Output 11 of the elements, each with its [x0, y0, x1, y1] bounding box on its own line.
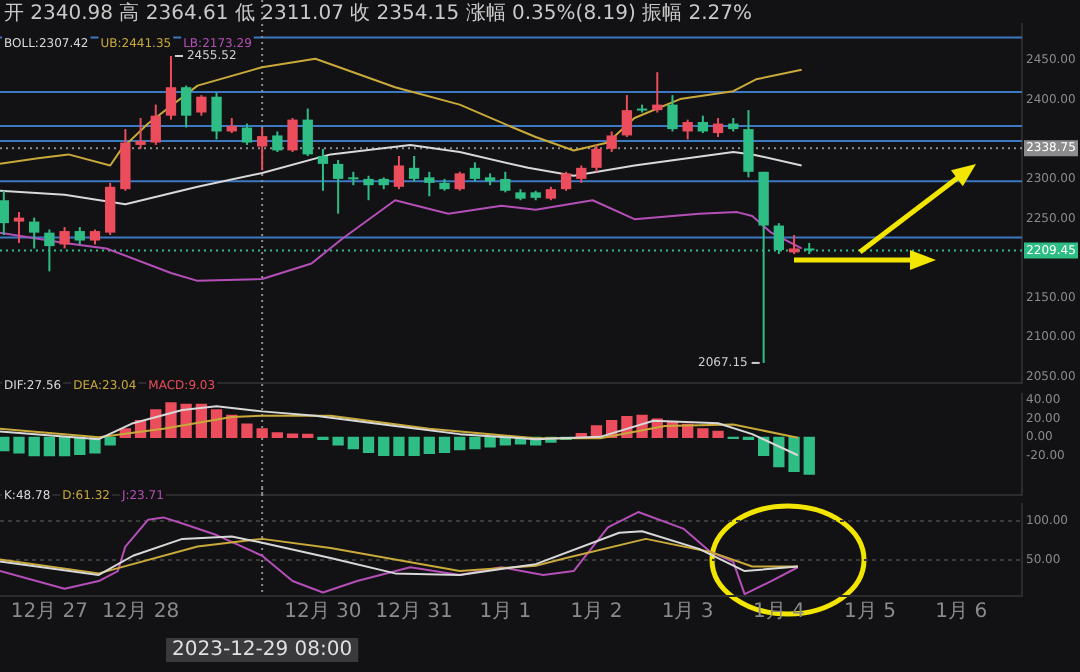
text: 2023-12-29 08:00	[172, 639, 353, 662]
x-tick-label: 12月 30	[284, 601, 362, 624]
x-tick-label: 12月 27	[10, 601, 89, 624]
chart-title: 开 2340.98 高 2364.61 低 2311.07 收 2354.15 涨幅 0.35%(8.19) 振幅 2.27%	[4, 1, 752, 26]
x-tick-label: 1月 3	[661, 601, 714, 624]
x-tick-label: 12月 28	[101, 601, 180, 624]
x-tick-label: 1月 6	[935, 601, 988, 624]
x-tick-label: 12月 31	[375, 601, 453, 624]
x-tick-label: 1月 5	[844, 601, 896, 624]
x-tick-label: 1月 1	[479, 601, 532, 624]
x-tick-label: 1月 2	[570, 601, 623, 624]
